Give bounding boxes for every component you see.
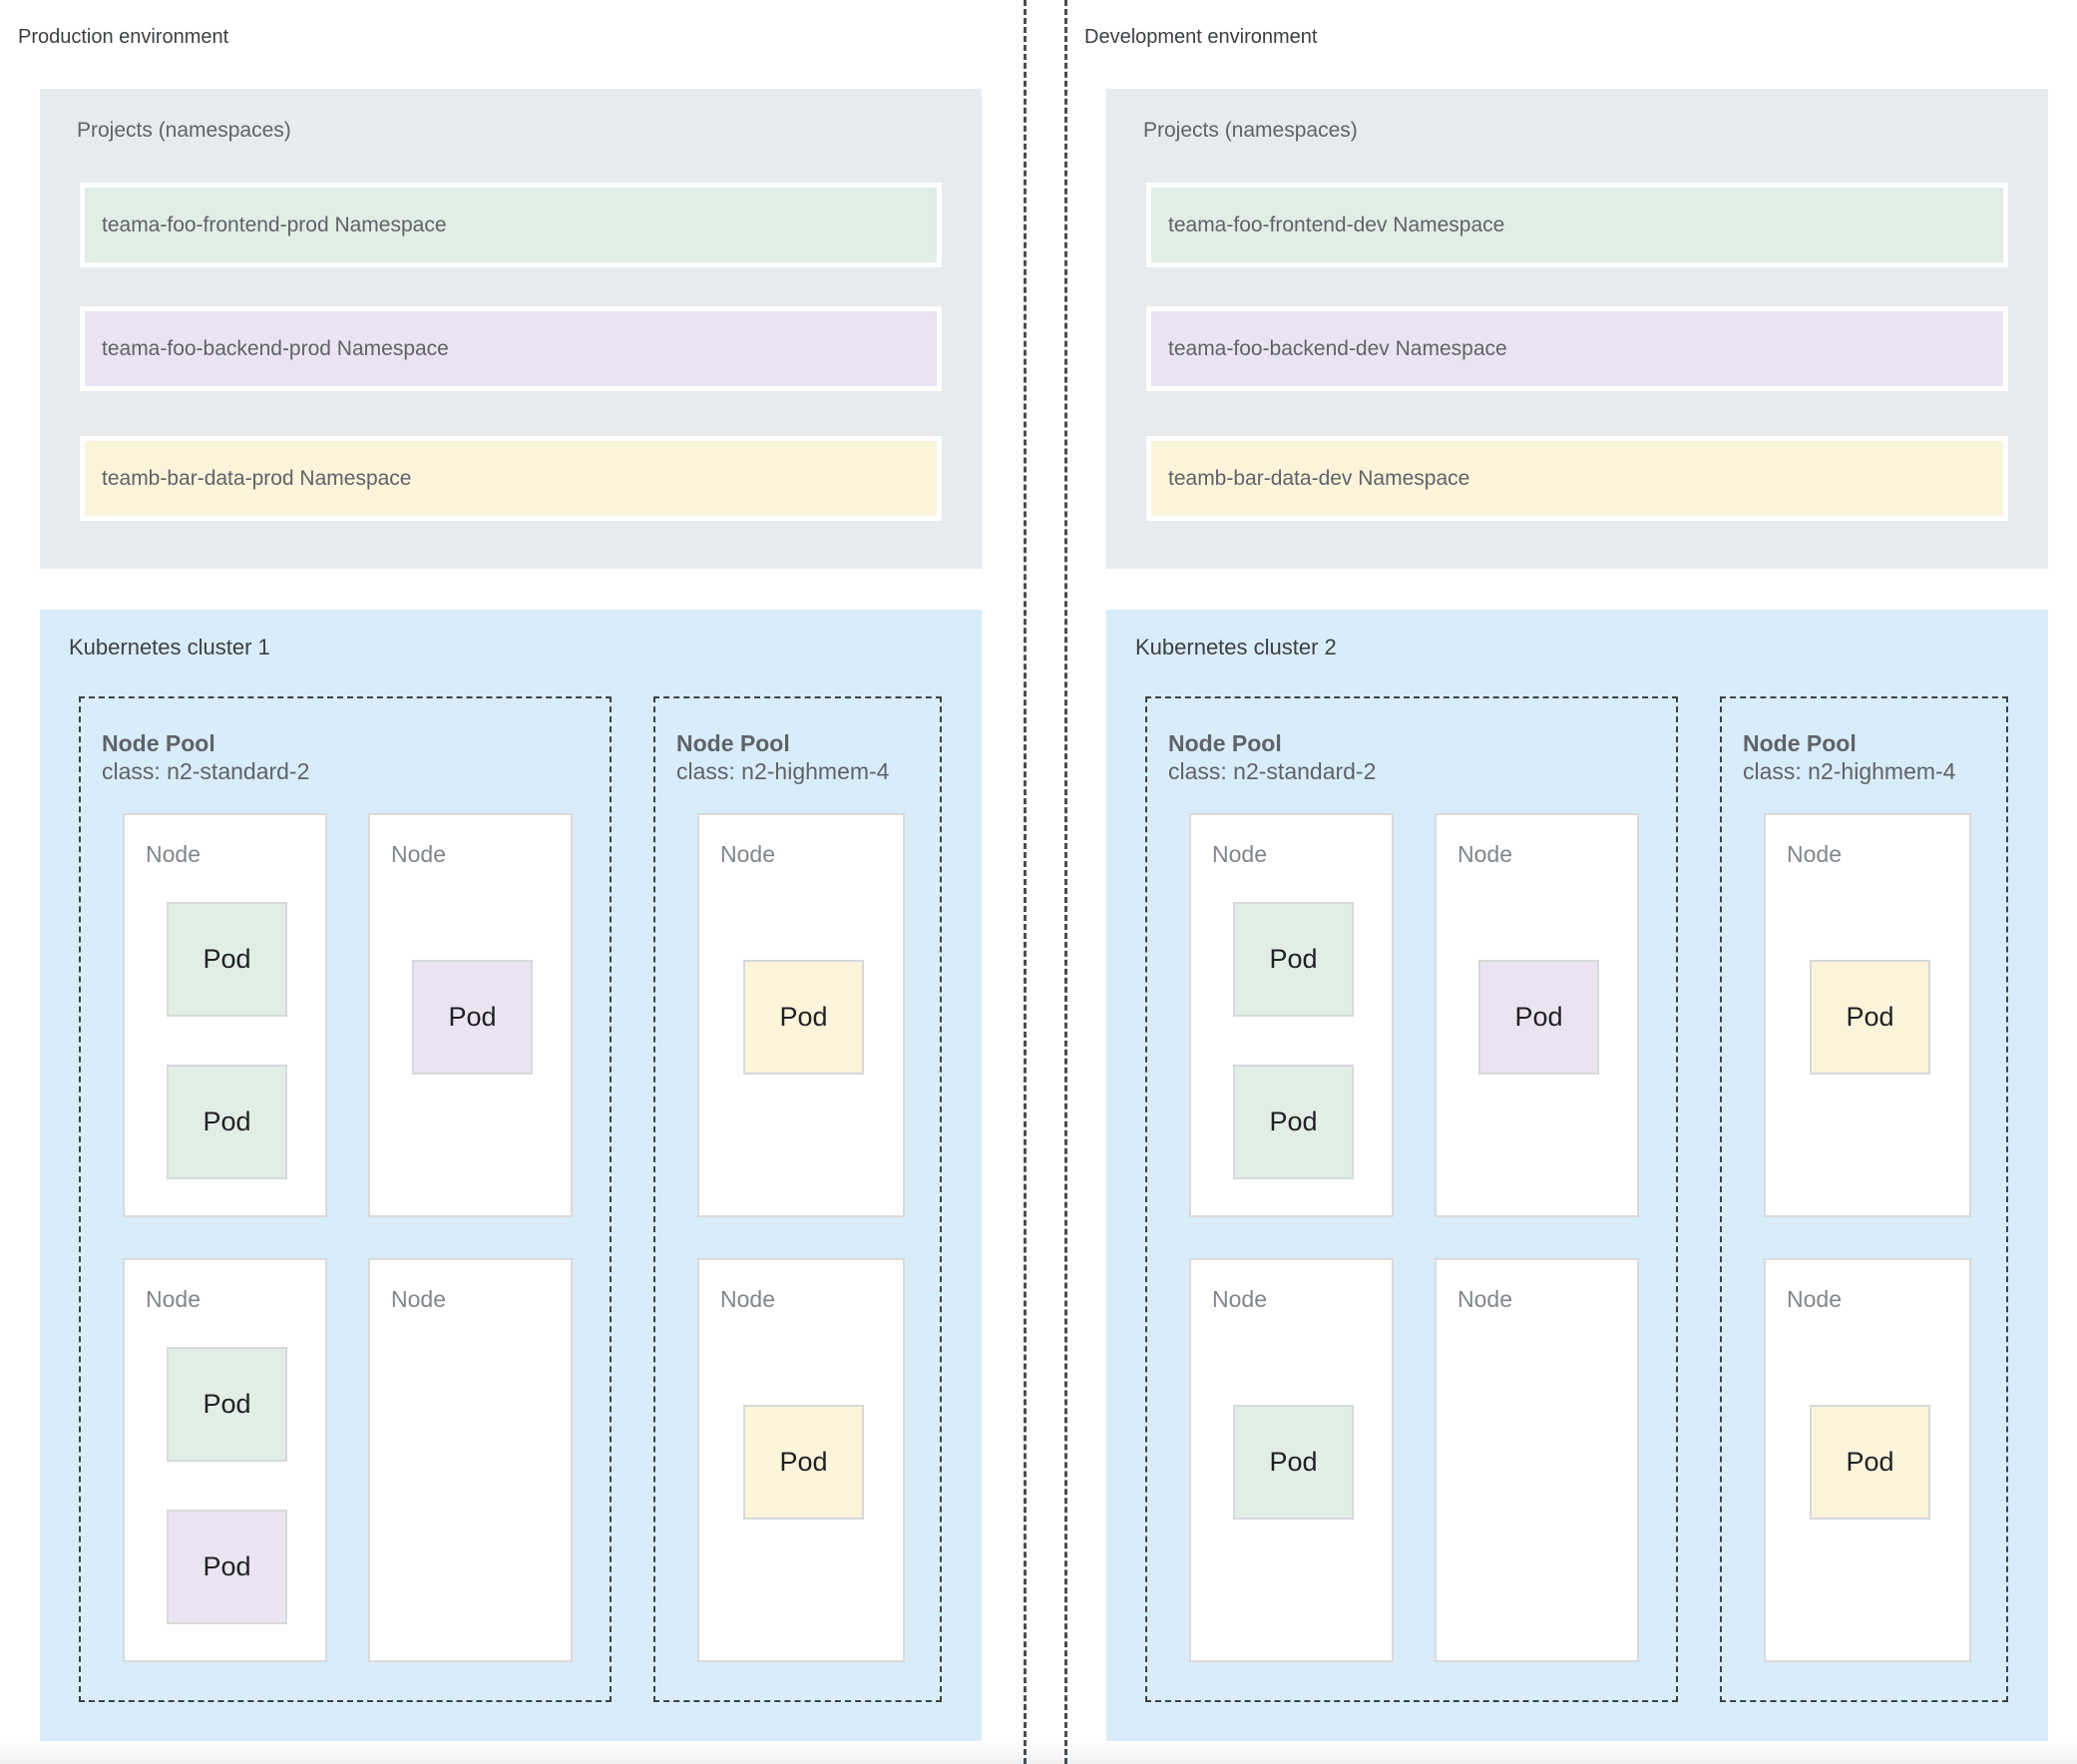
pod-label: Pod: [203, 1106, 251, 1136]
pod: Pod: [1478, 960, 1599, 1075]
namespace-bar: teamb-bar-data-prod Namespace: [80, 436, 942, 521]
node-box: Node Pod: [1764, 813, 1971, 1217]
node-pool-class-label: class: n2-highmem-4: [1743, 758, 1956, 784]
node-label: Node: [146, 1286, 201, 1312]
cluster-title: Kubernetes cluster 1: [69, 635, 270, 660]
namespace-bar: teama-foo-frontend-prod Namespace: [80, 183, 942, 267]
pod: Pod: [167, 902, 287, 1017]
pod: Pod: [1810, 960, 1930, 1075]
node-pool: Node Pool class: n2-highmem-4 Node Pod Node P…: [653, 696, 942, 1702]
node-label: Node: [1787, 1286, 1842, 1312]
pod: Pod: [743, 960, 864, 1075]
node-label: Node: [1457, 1286, 1512, 1312]
namespace-label: teamb-bar-data-prod Namespace: [102, 466, 412, 490]
node-label: Node: [1212, 841, 1267, 867]
node-box: Node Pod: [1189, 1258, 1394, 1662]
node-pool-class-label: class: n2-standard-2: [102, 758, 310, 784]
node-box: Node Pod: [697, 1258, 905, 1662]
node-pool-title: Node Pool: [676, 730, 790, 756]
pod-label: Pod: [1269, 1106, 1318, 1136]
node-label: Node: [1787, 841, 1842, 867]
pod: Pod: [1233, 1405, 1354, 1520]
node-label: Node: [391, 841, 446, 867]
node-pool: Node Pool class: n2-standard-2 Node Pod Pod N…: [1145, 696, 1678, 1702]
pod: Pod: [1233, 1065, 1354, 1179]
node-label: Node: [720, 1286, 775, 1312]
namespace-label: teama-foo-frontend-dev Namespace: [1168, 213, 1505, 236]
namespace-bar: teamb-bar-data-dev Namespace: [1146, 436, 2008, 521]
pod: Pod: [412, 960, 533, 1075]
namespace-label: teama-foo-backend-prod Namespace: [102, 336, 449, 360]
pod: Pod: [167, 1510, 287, 1624]
node-pool-class-label: class: n2-standard-2: [1168, 758, 1377, 784]
cluster-box: Kubernetes cluster 1 Node Pool class: n2-s…: [40, 610, 982, 1741]
pod-label: Pod: [448, 1002, 497, 1032]
node-pool-title: Node Pool: [102, 730, 215, 756]
node-box: Node: [368, 1258, 573, 1662]
environment-label: Production environment: [18, 26, 229, 48]
pod-label: Pod: [1514, 1002, 1563, 1032]
namespace-bar: teama-foo-backend-prod Namespace: [80, 306, 942, 391]
cluster-box: Kubernetes cluster 2 Node Pool class: n2-s…: [1106, 610, 2048, 1741]
node-label: Node: [391, 1286, 446, 1312]
namespace-label: teamb-bar-data-dev Namespace: [1168, 466, 1470, 490]
pod-label: Pod: [203, 1551, 251, 1581]
pod-label: Pod: [779, 1447, 828, 1477]
pod: Pod: [743, 1405, 864, 1520]
cluster-title: Kubernetes cluster 2: [1135, 635, 1337, 660]
pod-label: Pod: [1846, 1447, 1894, 1477]
node-pool-header: Node Pool class: n2-highmem-4: [676, 729, 889, 785]
pod-label: Pod: [203, 944, 251, 974]
page-bottom-strip: [0, 1741, 2077, 1764]
node-label: Node: [720, 841, 775, 867]
node-pool: Node Pool class: n2-highmem-4 Node Pod Node P…: [1720, 696, 2008, 1702]
node-pool-title: Node Pool: [1168, 730, 1282, 756]
projects-box: Projects (namespaces) teama-foo-frontend-…: [40, 89, 982, 569]
pod-label: Pod: [1269, 944, 1318, 974]
node-box: Node Pod: [697, 813, 905, 1217]
node-pool-header: Node Pool class: n2-standard-2: [102, 729, 309, 785]
node-box: Node: [1435, 1258, 1639, 1662]
pod-label: Pod: [1269, 1447, 1318, 1477]
node-box: Node Pod Pod: [1189, 813, 1394, 1217]
projects-box: Projects (namespaces) teama-foo-frontend-…: [1106, 89, 2048, 569]
node-box: Node Pod: [368, 813, 573, 1217]
node-pool: Node Pool class: n2-standard-2 Node Pod Pod N…: [79, 696, 612, 1702]
environment-divider-line: [1024, 0, 1027, 1764]
node-box: Node Pod: [1764, 1258, 1971, 1662]
node-pool-class-label: class: n2-highmem-4: [676, 758, 890, 784]
node-pool-title: Node Pool: [1743, 730, 1857, 756]
pod: Pod: [167, 1347, 287, 1462]
pod-label: Pod: [779, 1002, 828, 1032]
namespace-bar: teama-foo-backend-dev Namespace: [1146, 306, 2008, 391]
pod: Pod: [167, 1065, 287, 1179]
pod: Pod: [1810, 1405, 1930, 1520]
node-box: Node Pod: [1435, 813, 1639, 1217]
projects-title: Projects (namespaces): [1143, 119, 1358, 142]
pod: Pod: [1233, 902, 1354, 1017]
node-box: Node Pod Pod: [123, 813, 327, 1217]
pod-label: Pod: [1846, 1002, 1894, 1032]
environment-label: Development environment: [1084, 26, 1318, 48]
projects-title: Projects (namespaces): [77, 119, 291, 142]
pod-label: Pod: [203, 1389, 251, 1419]
node-label: Node: [1457, 841, 1512, 867]
node-pool-header: Node Pool class: n2-standard-2: [1168, 729, 1376, 785]
node-pool-header: Node Pool class: n2-highmem-4: [1743, 729, 1955, 785]
namespace-label: teama-foo-frontend-prod Namespace: [102, 213, 447, 236]
node-label: Node: [1212, 1286, 1267, 1312]
environment-divider-line: [1064, 0, 1067, 1764]
node-box: Node Pod Pod: [123, 1258, 327, 1662]
node-label: Node: [146, 841, 201, 867]
namespace-bar: teama-foo-frontend-dev Namespace: [1146, 183, 2008, 267]
namespace-label: teama-foo-backend-dev Namespace: [1168, 336, 1507, 360]
